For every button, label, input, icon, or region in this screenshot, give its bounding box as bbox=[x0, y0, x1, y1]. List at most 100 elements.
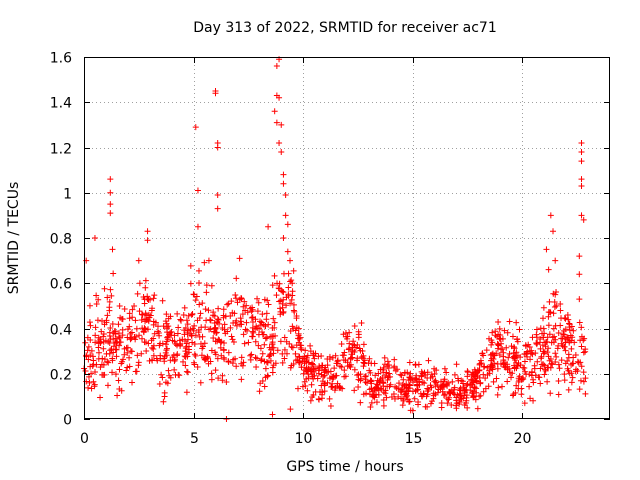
data-point bbox=[101, 321, 108, 328]
data-point bbox=[283, 338, 290, 345]
data-point bbox=[289, 292, 296, 299]
data-point bbox=[406, 398, 413, 405]
data-point bbox=[254, 295, 261, 302]
data-point bbox=[171, 358, 178, 365]
data-point bbox=[464, 368, 471, 375]
data-point bbox=[555, 361, 562, 368]
data-point bbox=[321, 388, 328, 395]
data-point bbox=[318, 352, 325, 359]
data-point bbox=[132, 317, 139, 324]
data-points bbox=[81, 56, 589, 422]
data-point bbox=[383, 369, 390, 376]
data-point bbox=[375, 370, 382, 377]
data-point bbox=[423, 393, 430, 400]
data-point bbox=[399, 402, 406, 409]
data-point bbox=[183, 389, 190, 396]
data-point bbox=[119, 326, 126, 333]
data-point bbox=[258, 319, 265, 326]
data-point bbox=[145, 311, 152, 318]
data-point bbox=[298, 364, 305, 371]
data-point bbox=[159, 297, 166, 304]
data-point bbox=[259, 378, 266, 385]
data-point bbox=[442, 391, 449, 398]
data-point bbox=[463, 394, 470, 401]
data-point bbox=[424, 374, 431, 381]
data-point bbox=[512, 352, 519, 359]
data-point bbox=[518, 391, 525, 398]
data-point bbox=[255, 299, 262, 306]
data-point bbox=[578, 158, 585, 165]
data-point bbox=[116, 342, 123, 349]
data-point bbox=[164, 336, 171, 343]
data-point bbox=[391, 356, 398, 363]
data-point bbox=[354, 341, 361, 348]
data-point bbox=[136, 332, 143, 339]
data-point bbox=[150, 295, 157, 302]
data-point bbox=[391, 395, 398, 402]
data-point bbox=[263, 358, 270, 365]
data-point bbox=[284, 221, 291, 228]
data-point bbox=[278, 121, 285, 128]
data-point bbox=[460, 384, 467, 391]
data-point bbox=[238, 354, 245, 361]
data-point bbox=[284, 248, 291, 255]
data-point bbox=[211, 312, 218, 319]
data-point bbox=[578, 324, 585, 331]
data-point bbox=[415, 398, 422, 405]
data-point bbox=[560, 331, 567, 338]
data-point bbox=[208, 347, 215, 354]
data-point bbox=[473, 389, 480, 396]
data-point bbox=[283, 302, 290, 309]
data-point bbox=[210, 309, 217, 316]
data-point bbox=[123, 367, 130, 374]
data-point bbox=[368, 385, 375, 392]
data-point bbox=[249, 324, 256, 331]
data-point bbox=[380, 364, 387, 371]
data-point bbox=[534, 358, 541, 365]
data-point bbox=[174, 330, 181, 337]
x-tick-label: 10 bbox=[295, 431, 313, 447]
data-point bbox=[287, 364, 294, 371]
data-point bbox=[324, 379, 331, 386]
data-point bbox=[419, 379, 426, 386]
data-point bbox=[156, 342, 163, 349]
data-point bbox=[540, 315, 547, 322]
data-point bbox=[523, 371, 530, 378]
data-point bbox=[163, 311, 170, 318]
data-point bbox=[361, 360, 368, 367]
data-point bbox=[362, 379, 369, 386]
data-point bbox=[91, 235, 98, 241]
data-point bbox=[542, 366, 549, 373]
data-point bbox=[346, 362, 353, 369]
data-point bbox=[207, 325, 214, 332]
data-point bbox=[184, 369, 191, 376]
data-point bbox=[127, 336, 134, 343]
data-point bbox=[428, 398, 435, 405]
data-point bbox=[141, 339, 148, 346]
data-point bbox=[542, 343, 549, 350]
data-point bbox=[550, 339, 557, 346]
data-point bbox=[287, 300, 294, 307]
data-point bbox=[117, 339, 124, 346]
data-point bbox=[569, 334, 576, 341]
data-point bbox=[301, 378, 308, 385]
data-point bbox=[151, 292, 158, 299]
data-point bbox=[504, 361, 511, 368]
data-point bbox=[139, 335, 146, 342]
data-point bbox=[124, 349, 131, 356]
data-point bbox=[351, 387, 358, 394]
data-point bbox=[406, 382, 413, 389]
data-point bbox=[368, 399, 375, 406]
data-point bbox=[540, 304, 547, 311]
data-point bbox=[182, 348, 189, 355]
data-point bbox=[158, 371, 165, 378]
data-point bbox=[413, 376, 420, 383]
data-point bbox=[491, 352, 498, 359]
y-axis-label: SRMTID / TECUs bbox=[6, 182, 22, 295]
data-point bbox=[196, 279, 203, 286]
data-point bbox=[219, 377, 226, 384]
data-point bbox=[92, 339, 99, 346]
data-point bbox=[245, 339, 252, 346]
data-point bbox=[568, 323, 575, 330]
data-point bbox=[578, 176, 585, 183]
